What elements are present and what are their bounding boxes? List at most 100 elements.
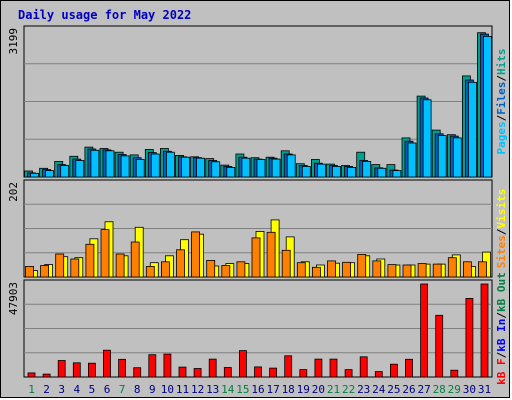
bar-kb-f-day-25	[389, 363, 398, 378]
legend-label: /	[495, 351, 508, 358]
bar-pages-day-12	[196, 157, 206, 178]
bar-kb-f-day-4	[72, 362, 81, 378]
legend-label: kB Out	[495, 272, 508, 312]
legend-label: Visits	[495, 189, 508, 229]
bar-sites-day-8	[130, 241, 140, 278]
legend-label: /	[495, 228, 508, 235]
legend-top: Pages/Files/Hits	[495, 49, 508, 155]
bar-pages-day-27	[422, 99, 432, 178]
bar-kb-f-day-10	[163, 353, 172, 378]
bar-pages-day-14	[226, 166, 236, 178]
bar-pages-day-10	[165, 151, 175, 178]
legend-label: Files	[495, 82, 508, 115]
bar-kb-f-day-11	[178, 366, 187, 378]
bar-sites-day-17	[266, 231, 276, 278]
bar-kb-f-day-20	[314, 358, 323, 378]
bar-sites-day-31	[478, 261, 487, 278]
bar-kb-f-day-19	[299, 369, 308, 378]
bar-pages-day-7	[120, 155, 130, 178]
x-tick-label-day-22: 22	[342, 383, 355, 396]
legend-label: kB F	[495, 358, 508, 385]
x-tick-label-day-27: 27	[417, 383, 430, 396]
bar-kb-f-day-7	[118, 358, 126, 378]
bar-sites-day-2	[40, 265, 49, 278]
x-tick-label-day-15: 15	[236, 383, 249, 396]
bar-sites-day-12	[191, 231, 201, 278]
bar-sites-day-27	[417, 263, 427, 278]
bar-kb-f-day-23	[359, 356, 368, 378]
x-tick-label-day-7: 7	[119, 383, 126, 396]
y-max-label: 3199	[7, 28, 20, 55]
bar-kb-f-day-1	[27, 372, 36, 378]
x-tick-label-day-17: 17	[266, 383, 279, 396]
bar-pages-day-31	[483, 36, 492, 178]
bar-sites-day-4	[70, 258, 80, 278]
x-tick-label-day-12: 12	[191, 383, 204, 396]
chart-title: Daily usage for May 2022	[18, 8, 191, 22]
bar-kb-f-day-14	[223, 367, 232, 378]
bar-kb-f-day-16	[254, 366, 262, 378]
x-tick-label-day-4: 4	[73, 383, 80, 396]
bar-kb-f-day-27	[420, 283, 429, 378]
bar-sites-day-28	[432, 263, 442, 278]
bar-pages-day-28	[437, 135, 447, 178]
x-tick-label-day-11: 11	[176, 383, 189, 396]
x-tick-label-day-26: 26	[402, 383, 415, 396]
bar-pages-day-20	[316, 163, 326, 178]
x-tick-label-day-25: 25	[387, 383, 400, 396]
x-tick-label-day-31: 31	[478, 383, 491, 396]
x-tick-label-day-29: 29	[448, 383, 461, 396]
bar-pages-day-13	[211, 161, 221, 178]
bar-kb-f-day-26	[405, 358, 413, 378]
bar-kb-f-day-22	[344, 369, 353, 378]
x-tick-label-day-20: 20	[312, 383, 325, 396]
legend-middle: Sites/Visits	[495, 189, 508, 269]
bar-sites-day-1	[25, 265, 34, 278]
bar-pages-day-3	[60, 165, 70, 178]
bar-sites-day-30	[462, 261, 472, 278]
bar-pages-day-18	[286, 154, 296, 178]
y-max-label: 47903	[7, 282, 20, 315]
bar-pages-day-11	[181, 156, 190, 178]
x-tick-label-day-16: 16	[251, 383, 264, 396]
bar-pages-day-24	[377, 167, 387, 178]
bar-kb-f-day-9	[148, 354, 157, 378]
bar-pages-day-5	[90, 149, 100, 178]
x-tick-label-day-5: 5	[89, 383, 96, 396]
bar-pages-day-29	[452, 137, 462, 178]
bar-pages-day-22	[347, 166, 357, 178]
bar-sites-day-6	[100, 229, 110, 278]
bar-sites-day-25	[387, 264, 397, 278]
bar-kb-f-day-8	[133, 367, 142, 378]
legend-label: /	[495, 75, 508, 82]
x-tick-label-day-18: 18	[282, 383, 295, 396]
bar-kb-f-day-12	[193, 368, 202, 378]
bar-pages-day-2	[45, 170, 54, 178]
bar-kb-f-day-18	[284, 355, 293, 378]
bar-sites-day-22	[342, 261, 352, 278]
bar-sites-day-16	[251, 237, 261, 278]
bar-pages-day-9	[150, 153, 160, 178]
bar-pages-day-30	[467, 81, 477, 178]
bar-pages-day-21	[332, 165, 341, 178]
bar-kb-f-day-29	[450, 369, 459, 378]
bar-sites-day-18	[281, 249, 291, 278]
x-tick-label-day-14: 14	[221, 383, 235, 396]
x-tick-label-day-8: 8	[134, 383, 141, 396]
x-tick-label-day-24: 24	[372, 383, 386, 396]
bar-sites-day-10	[160, 261, 170, 278]
bar-pages-day-15	[241, 157, 251, 178]
legend-bottom: kB F/kB In/kB Out	[495, 272, 508, 385]
bar-pages-day-1	[30, 172, 39, 178]
bar-pages-day-25	[392, 170, 402, 178]
bar-sites-day-23	[357, 253, 367, 278]
x-tick-label-day-23: 23	[357, 383, 370, 396]
bar-sites-day-3	[55, 253, 65, 278]
legend-label: /	[495, 312, 508, 319]
legend-label: Pages	[495, 121, 508, 154]
x-tick-label-day-1: 1	[28, 383, 35, 396]
bar-sites-day-19	[296, 262, 306, 278]
bar-sites-day-21	[327, 260, 336, 278]
x-tick-label-day-13: 13	[206, 383, 219, 396]
